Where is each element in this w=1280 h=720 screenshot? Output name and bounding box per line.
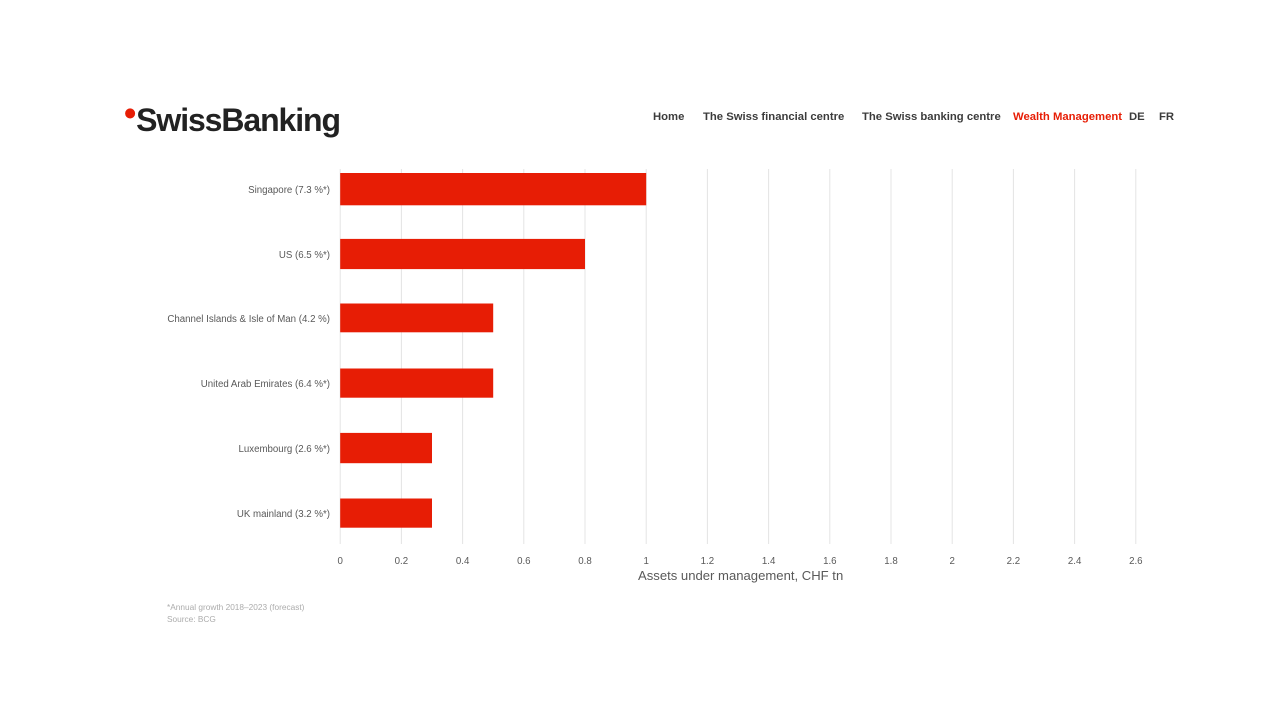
svg-text:0: 0: [338, 556, 344, 567]
svg-text:1.6: 1.6: [823, 556, 836, 567]
svg-text:Luxembourg (2.6 %*): Luxembourg (2.6 %*): [238, 444, 330, 455]
svg-text:1.8: 1.8: [884, 556, 897, 567]
svg-text:UK mainland (3.2 %*): UK mainland (3.2 %*): [237, 509, 330, 520]
svg-text:0.4: 0.4: [456, 556, 470, 567]
svg-text:0.2: 0.2: [395, 556, 408, 567]
svg-text:2.6: 2.6: [1129, 556, 1142, 567]
svg-text:2.2: 2.2: [1007, 556, 1020, 567]
svg-text:Singapore (7.3 %*): Singapore (7.3 %*): [248, 185, 330, 196]
svg-text:2: 2: [950, 556, 955, 567]
svg-text:US (6.5 %*): US (6.5 %*): [279, 250, 330, 261]
svg-text:1: 1: [644, 556, 649, 567]
svg-text:United Arab Emirates (6.4 %*): United Arab Emirates (6.4 %*): [201, 379, 330, 390]
svg-text:Channel Islands & Isle of Man: Channel Islands & Isle of Man (4.2 %): [167, 314, 330, 325]
svg-text:0.6: 0.6: [517, 556, 530, 567]
svg-text:2.4: 2.4: [1068, 556, 1082, 567]
svg-text:1.2: 1.2: [701, 556, 714, 567]
svg-text:0.8: 0.8: [578, 556, 591, 567]
svg-text:1.4: 1.4: [762, 556, 776, 567]
